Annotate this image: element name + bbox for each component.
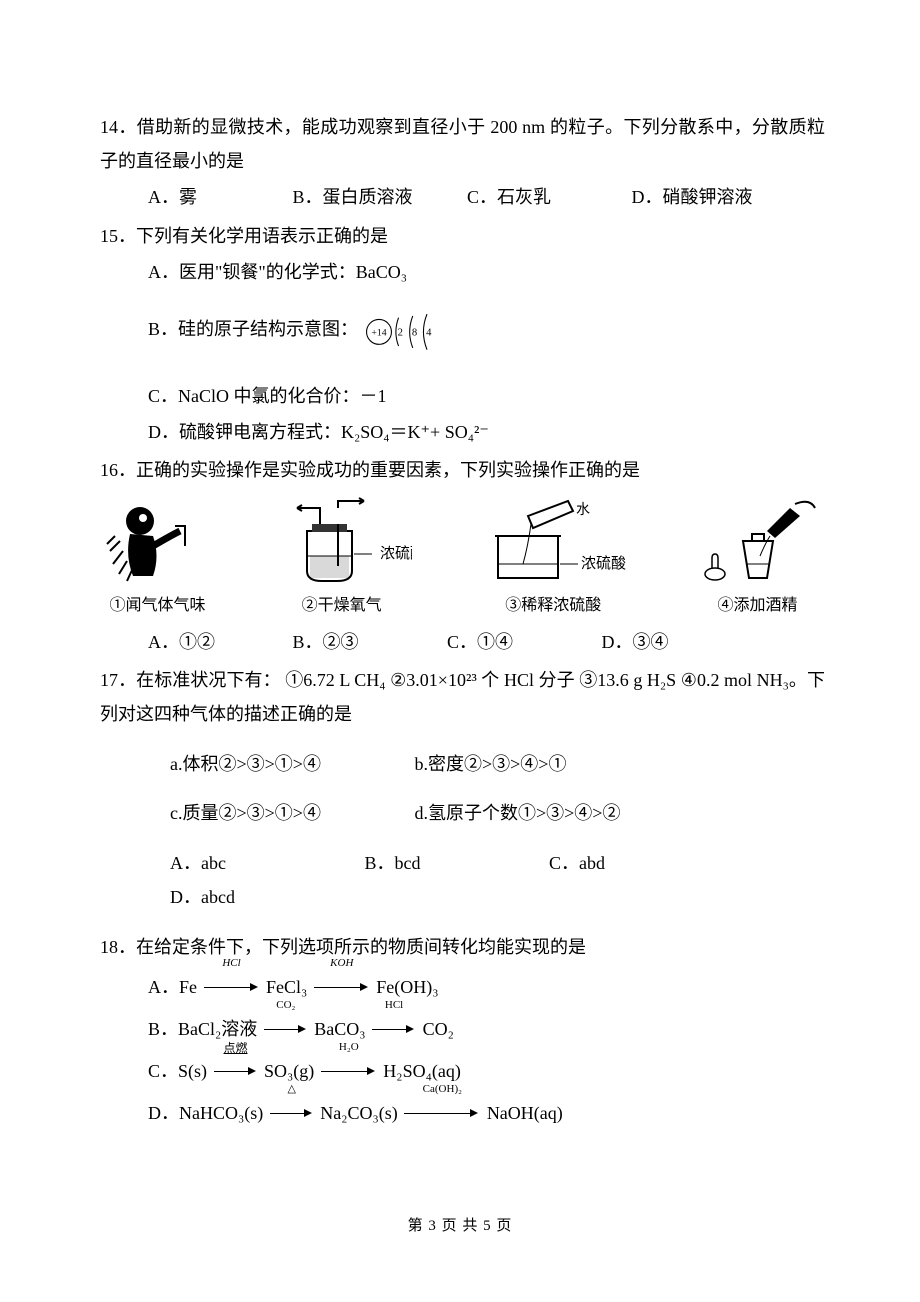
q16-img-2: 浓硫酸 ②干燥氧气 xyxy=(272,496,412,621)
q16-opt-d: D．③④ xyxy=(602,625,722,659)
arrow-icon: Ca(OH)₂ xyxy=(402,1098,482,1132)
q17-opt-c: C．abd xyxy=(549,846,739,880)
q17-sub-a: a.体积②>③>①>④ xyxy=(170,747,410,781)
q16-opt-c: C．①④ xyxy=(447,625,597,659)
q16-img-1: ①闻气体气味 xyxy=(105,496,210,621)
q15-opt-a: A．医用"钡餐"的化学式：BaCO₃ xyxy=(100,255,825,289)
q15-opt-d: D．硫酸钾电离方程式：K₂SO₄＝K⁺+ SO₄²⁻ xyxy=(100,415,825,449)
q18-c-lead: C．S(s) xyxy=(148,1061,207,1081)
q17-stem: 17．在标准状况下有： ①6.72 L CH₄ ②3.01×10²³ 个 HCl… xyxy=(100,663,825,731)
page-footer: 第 3 页 共 5 页 xyxy=(0,1212,920,1241)
arrow-icon: CO₂ xyxy=(262,1014,310,1048)
q17-sub-b: b.密度②>③>④>① xyxy=(415,747,567,781)
q15-b-text: B．硅的原子结构示意图： xyxy=(148,319,358,339)
q17-sub-d: d.氢原子个数①>③>④>② xyxy=(415,796,621,830)
q18-a-lead: A．Fe xyxy=(148,977,197,997)
question-16: 16．正确的实验操作是实验成功的重要因素，下列实验操作正确的是 ①闻气体气味 xyxy=(100,453,825,659)
q16-caption-3: ③稀释浓硫酸 xyxy=(473,591,633,621)
question-14: 14．借助新的显微技术，能成功观察到直径小于 200 nm 的粒子。下列分散系中… xyxy=(100,110,825,215)
svg-text:水: 水 xyxy=(576,502,590,518)
dry-oxygen-icon: 浓硫酸 xyxy=(272,496,412,591)
q18-d-end: NaOH(aq) xyxy=(487,1103,563,1123)
q17-sub-options: a.体积②>③>①>④ b.密度②>③>④>① c.质量②>③>①>④ d.氢原… xyxy=(100,747,825,829)
q14-opt-d: D．硝酸钾溶液 xyxy=(632,180,792,214)
q18-d-lead: D．NaHCO₃(s) xyxy=(148,1103,263,1123)
q16-img-4: ④添加酒精 xyxy=(695,496,820,621)
arrow-icon: HCl xyxy=(202,972,262,1006)
q18-a-end: Fe(OH)₃ xyxy=(376,977,438,997)
add-alcohol-icon xyxy=(695,496,820,591)
q16-opt-b: B．②③ xyxy=(293,625,443,659)
q14-opt-c: C．石灰乳 xyxy=(467,180,627,214)
q14-stem: 14．借助新的显微技术，能成功观察到直径小于 200 nm 的粒子。下列分散系中… xyxy=(100,110,825,178)
q18-opt-b: B．BaCl₂溶液 CO₂ BaCO₃ HCl CO₂ xyxy=(100,1012,825,1048)
q15-opt-b: B．硅的原子结构示意图： +14 2 8 4 xyxy=(100,307,825,355)
svg-text:8: 8 xyxy=(411,327,416,338)
q18-b-end: CO₂ xyxy=(423,1019,454,1039)
q17-sub-c: c.质量②>③>①>④ xyxy=(170,796,410,830)
question-18: 18．在给定条件下，下列选项所示的物质间转化均能实现的是 A．Fe HCl Fe… xyxy=(100,930,825,1132)
q17-options: A．abc B．bcd C．abd D．abcd xyxy=(100,846,825,914)
q16-caption-4: ④添加酒精 xyxy=(695,591,820,621)
q16-img-3: 水 浓硫酸 ③稀释浓硫酸 xyxy=(473,496,633,621)
q18-b-mid: BaCO₃ xyxy=(314,1019,365,1039)
arrow-icon: H₂O xyxy=(319,1056,379,1090)
q16-stem: 16．正确的实验操作是实验成功的重要因素，下列实验操作正确的是 xyxy=(100,453,825,487)
q18-b-lead: B．BaCl₂溶液 xyxy=(148,1019,257,1039)
arrow-icon: KOH xyxy=(312,972,372,1006)
q17-opt-b: B．bcd xyxy=(365,846,545,880)
atom-structure-icon: +14 2 8 4 xyxy=(363,307,443,355)
svg-text:2: 2 xyxy=(397,327,402,338)
q18-opt-d: D．NaHCO₃(s) △ Na₂CO₃(s) Ca(OH)₂ NaOH(aq) xyxy=(100,1096,825,1132)
q18-a-mid: FeCl₃ xyxy=(266,977,307,997)
q16-caption-2: ②干燥氧气 xyxy=(272,591,412,621)
q18-opt-a: A．Fe HCl FeCl₃ KOH Fe(OH)₃ xyxy=(100,970,825,1006)
q14-opt-a: A．雾 xyxy=(148,180,288,214)
arrow-icon: 点燃 xyxy=(212,1056,260,1090)
svg-text:+14: +14 xyxy=(371,327,386,338)
svg-text:浓硫酸: 浓硫酸 xyxy=(380,545,412,562)
q16-caption-1: ①闻气体气味 xyxy=(105,591,210,621)
q14-opt-b: B．蛋白质溶液 xyxy=(293,180,463,214)
q16-options: A．①② B．②③ C．①④ D．③④ xyxy=(100,625,825,659)
svg-text:4: 4 xyxy=(426,327,432,338)
dilute-acid-icon: 水 浓硫酸 xyxy=(473,496,633,591)
q16-images-row: ①闻气体气味 浓硫酸 ②干燥氧气 xyxy=(100,496,825,621)
q18-d-mid: Na₂CO₃(s) xyxy=(320,1103,398,1123)
question-15: 15．下列有关化学用语表示正确的是 A．医用"钡餐"的化学式：BaCO₃ B．硅… xyxy=(100,219,825,450)
q17-opt-d: D．abcd xyxy=(170,880,290,914)
svg-text:浓硫酸: 浓硫酸 xyxy=(581,555,626,572)
q15-opt-c: C．NaClO 中氯的化合价：－1 xyxy=(100,379,825,413)
q18-c-mid: SO₃(g) xyxy=(264,1061,314,1081)
q17-opt-a: A．abc xyxy=(170,846,360,880)
q15-stem: 15．下列有关化学用语表示正确的是 xyxy=(100,219,825,253)
question-17: 17．在标准状况下有： ①6.72 L CH₄ ②3.01×10²³ 个 HCl… xyxy=(100,663,825,914)
smell-gas-icon xyxy=(105,496,210,591)
q18-c-end: H₂SO₄(aq) xyxy=(383,1061,461,1081)
arrow-icon: △ xyxy=(268,1098,316,1132)
q14-options: A．雾 B．蛋白质溶液 C．石灰乳 D．硝酸钾溶液 xyxy=(100,180,825,214)
q16-opt-a: A．①② xyxy=(148,625,288,659)
